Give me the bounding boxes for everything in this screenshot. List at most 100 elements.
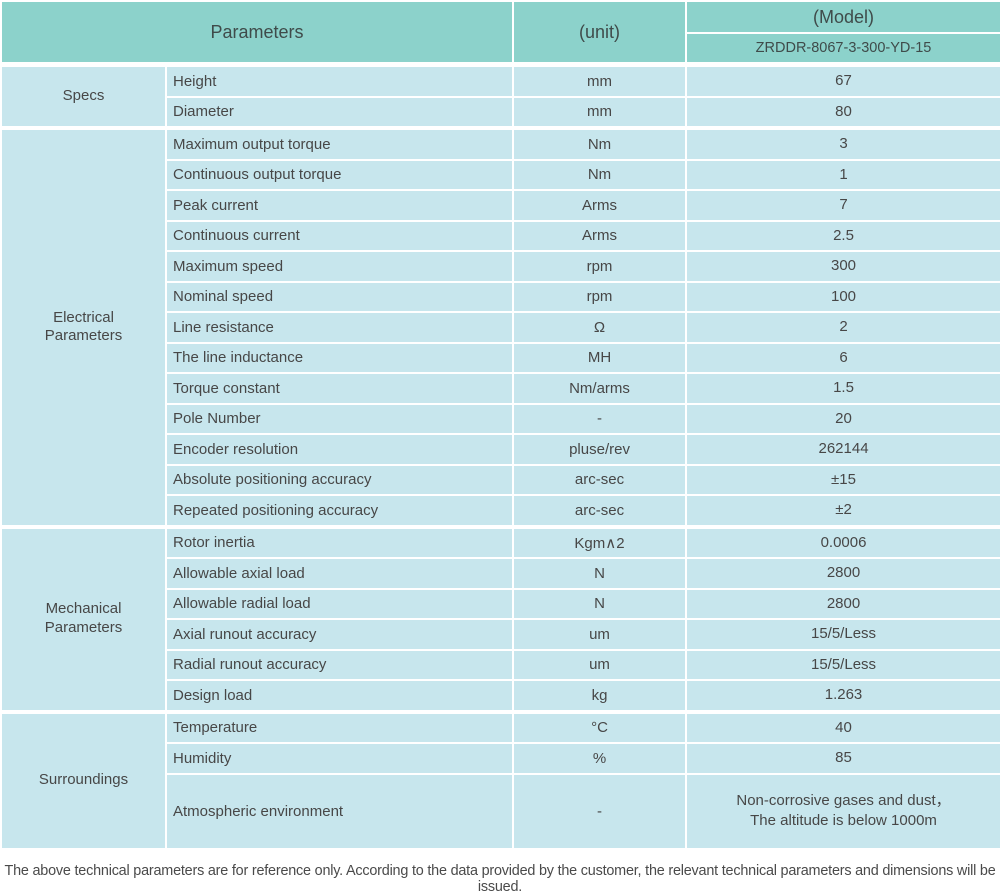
parameters-header: Parameters [0,0,515,66]
param-value: 7 [685,189,1000,222]
param-unit: kg [512,679,688,713]
param-unit: rpm [512,280,688,313]
param-unit: arc-sec [512,494,688,528]
table-row: Allowable radial load N 2800 [1,587,1000,620]
section-label-mechanical: Mechanical Parameters [0,524,167,713]
param-name: Nominal speed [164,280,515,313]
param-unit: N [512,587,688,620]
param-unit: Nm/arms [512,372,688,405]
table-row: Pole Number - 20 [1,402,1000,435]
table-row: Repeated positioning accuracy arc-sec ±2 [1,494,1000,528]
param-name: Axial runout accuracy [164,618,515,651]
param-value: 3 [685,126,1000,161]
param-name: Radial runout accuracy [164,648,515,681]
param-name: Diameter [164,95,515,129]
table-row: Diameter mm 80 [1,95,1000,129]
table-row: Continuous output torque Nm 1 [1,158,1000,191]
table-row: Continuous current Arms 2.5 [1,219,1000,252]
param-name: Absolute positioning accuracy [164,463,515,496]
model-number: ZRDDR-8067-3-300-YD-15 [685,32,1000,66]
param-unit: - [512,772,688,850]
param-unit: um [512,648,688,681]
table-row: Torque constant Nm/arms 1.5 [1,372,1000,405]
param-name: Temperature [164,709,515,744]
param-value: 2.5 [685,219,1000,252]
table-row: The line inductance MH 6 [1,341,1000,374]
param-name: Continuous current [164,219,515,252]
param-name: Maximum output torque [164,126,515,161]
param-value: 100 [685,280,1000,313]
section-label-electrical: Electrical Parameters [0,126,167,528]
table-row: Specs Height mm 67 [0,62,1000,129]
param-unit: Kgm∧2 [512,524,688,559]
unit-header: (unit) [512,0,688,66]
param-value: 67 [685,62,1000,98]
param-value: ±2 [685,494,1000,528]
param-value: 1 [685,158,1000,191]
table-row: Allowable axial load N 2800 [1,557,1000,590]
table-row: Absolute positioning accuracy arc-sec ±1… [1,463,1000,496]
param-unit: % [512,742,688,775]
param-unit: mm [512,95,688,129]
param-name: Humidity [164,742,515,775]
param-value: 40 [685,709,1000,744]
param-name: Maximum speed [164,250,515,283]
param-value: 6 [685,341,1000,374]
param-unit: mm [512,62,688,98]
param-unit: °C [512,709,688,744]
param-name: Encoder resolution [164,433,515,466]
param-name: Repeated positioning accuracy [164,494,515,528]
param-value: 300 [685,250,1000,283]
param-name: Pole Number [164,402,515,435]
model-header: (Model) [685,0,1000,34]
parameters-table: Parameters (unit) (Model) ZRDDR-8067-3-3… [0,0,1000,850]
footer-note: The above technical parameters are for r… [4,862,996,895]
param-value: 1.5 [685,372,1000,405]
param-name: Allowable axial load [164,557,515,590]
table-row: Humidity % 85 [1,742,1000,775]
table-row: Atmospheric environment - Non-corrosive … [1,772,1000,850]
param-unit: N [512,557,688,590]
param-value: 0.0006 [685,524,1000,559]
param-value: ±15 [685,463,1000,496]
param-unit: pluse/rev [512,433,688,466]
param-value: 1.263 [685,679,1000,713]
table-row: Line resistance Ω 2 [1,311,1000,344]
param-name: Torque constant [164,372,515,405]
param-unit: MH [512,341,688,374]
param-unit: rpm [512,250,688,283]
param-unit: Nm [512,158,688,191]
param-value: 2 [685,311,1000,344]
table-subheader-row: ZRDDR-8067-3-300-YD-15 [1,32,1000,66]
param-name: Peak current [164,189,515,222]
param-name: Allowable radial load [164,587,515,620]
param-unit: Ω [512,311,688,344]
table-row: Mechanical Parameters Rotor inertia Kgm∧… [0,524,1000,713]
param-value: 262144 [685,433,1000,466]
param-unit: Nm [512,126,688,161]
section-label-specs: Specs [0,62,167,129]
param-value: 15/5/Less [685,648,1000,681]
param-name: Line resistance [164,311,515,344]
param-unit: Arms [512,219,688,252]
table-row: Peak current Arms 7 [1,189,1000,222]
table-row: Encoder resolution pluse/rev 262144 [1,433,1000,466]
param-value: 15/5/Less [685,618,1000,651]
table-row: Electrical Parameters Maximum output tor… [0,126,1000,528]
param-name: Continuous output torque [164,158,515,191]
param-name: Height [164,62,515,98]
param-unit: Arms [512,189,688,222]
param-value: 2800 [685,587,1000,620]
param-name: Atmospheric environment [164,772,515,850]
table-row: Maximum speed rpm 300 [1,250,1000,283]
table-row: Surroundings Temperature °C 40 [0,709,1000,850]
param-name: Design load [164,679,515,713]
param-value: Non-corrosive gases and dust， The altitu… [685,772,1000,850]
param-unit: um [512,618,688,651]
param-value: 20 [685,402,1000,435]
table-header-row: Parameters (unit) (Model) [0,0,1000,66]
param-value: 2800 [685,557,1000,590]
section-label-surroundings: Surroundings [0,709,167,850]
param-name: Rotor inertia [164,524,515,559]
